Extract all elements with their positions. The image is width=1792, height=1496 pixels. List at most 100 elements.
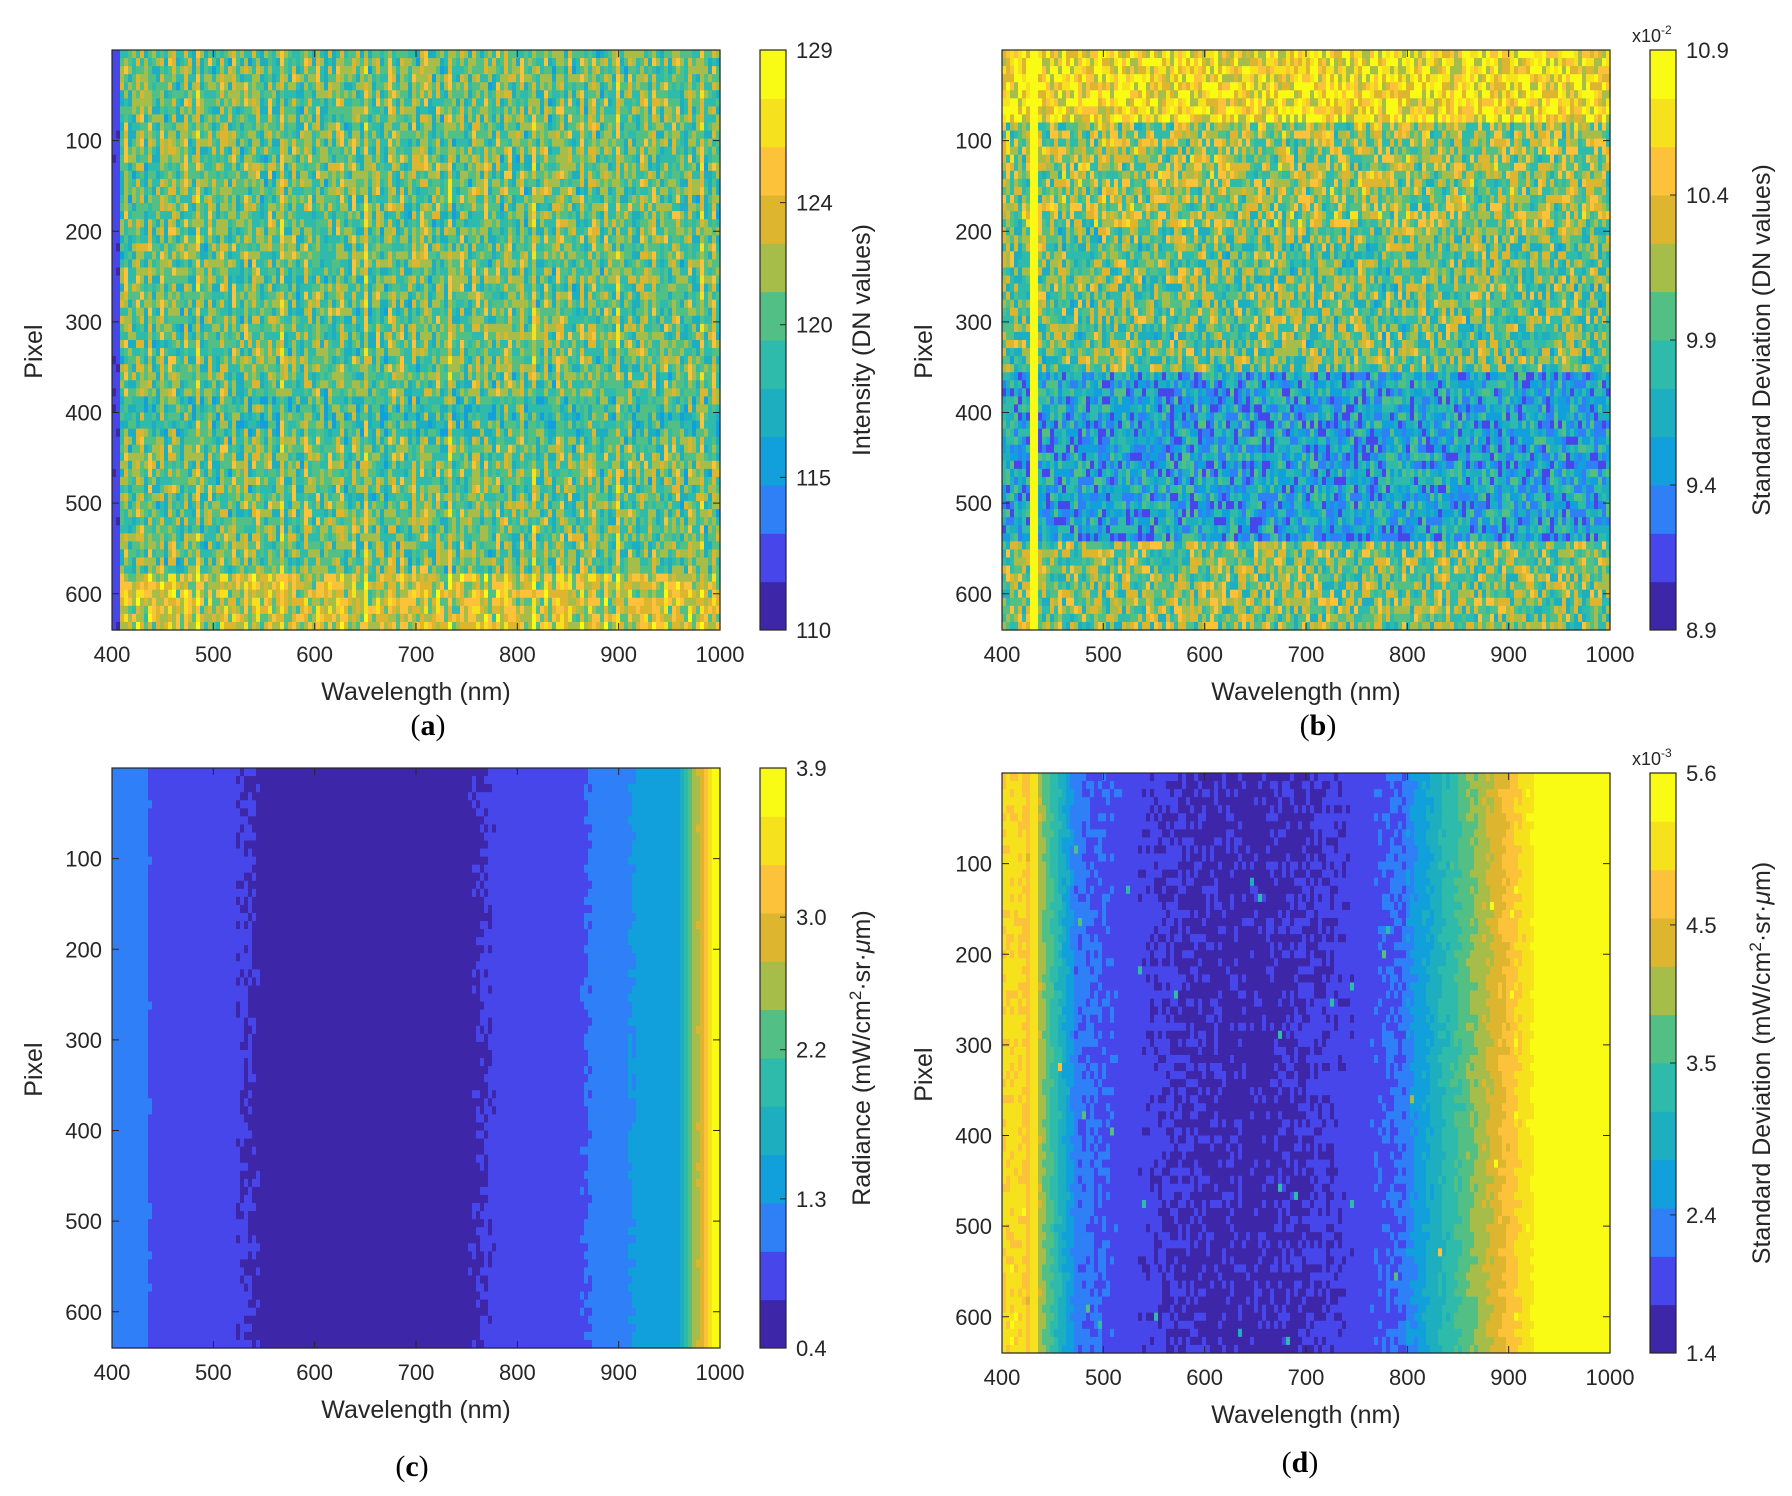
heatmap-cell	[688, 155, 693, 164]
heatmap-cell	[184, 163, 189, 172]
heatmap-cell	[300, 114, 305, 123]
heatmap-cell	[492, 139, 497, 148]
heatmap-cell	[192, 90, 197, 99]
heatmap-cell	[544, 106, 549, 115]
heatmap-cell	[576, 114, 581, 123]
heatmap-cell	[624, 131, 629, 140]
heatmap-cell	[692, 66, 697, 75]
heatmap-cell	[672, 66, 677, 75]
heatmap-cell	[148, 155, 153, 164]
heatmap-cell	[320, 131, 325, 140]
heatmap-cell	[580, 163, 585, 172]
heatmap-cell	[480, 114, 485, 123]
heatmap-cell	[656, 139, 661, 148]
heatmap-cell	[672, 82, 677, 91]
heatmap-cell	[176, 171, 181, 180]
heatmap-cell	[456, 74, 461, 83]
heatmap-cell	[536, 82, 541, 91]
heatmap-cell	[540, 90, 545, 99]
heatmap-cell	[236, 82, 241, 91]
heatmap-cell	[636, 82, 641, 91]
heatmap-cell	[188, 50, 193, 59]
heatmap-cell	[604, 155, 609, 164]
heatmap-cell	[616, 123, 621, 132]
heatmap-cell	[500, 98, 505, 107]
heatmap-cell	[496, 139, 501, 148]
heatmap-cell	[684, 90, 689, 99]
heatmap-cell	[212, 106, 217, 115]
heatmap-cell	[712, 106, 717, 115]
heatmap-cell	[416, 66, 421, 75]
heatmap-cell	[612, 74, 617, 83]
heatmap-cell	[548, 131, 553, 140]
heatmap-cell	[264, 106, 269, 115]
heatmap-cell	[712, 66, 717, 75]
heatmap-cell	[500, 82, 505, 91]
heatmap-cell	[212, 82, 217, 91]
heatmap-cell	[520, 163, 525, 172]
heatmap-cell	[280, 90, 285, 99]
heatmap-cell	[516, 163, 521, 172]
heatmap-cell	[360, 147, 365, 156]
heatmap-cell	[596, 66, 601, 75]
heatmap-cell	[544, 114, 549, 123]
heatmap-cell	[228, 139, 233, 148]
heatmap-cell	[284, 139, 289, 148]
heatmap-cell	[612, 90, 617, 99]
heatmap-cell	[676, 163, 681, 172]
heatmap-cell	[368, 66, 373, 75]
heatmap-cell	[148, 147, 153, 156]
heatmap-cell	[564, 66, 569, 75]
heatmap-cell	[708, 163, 713, 172]
heatmap-cell	[480, 98, 485, 107]
heatmap-cell	[524, 50, 529, 59]
heatmap-cell	[420, 171, 425, 180]
heatmap-cell	[392, 58, 397, 67]
heatmap-cell	[564, 106, 569, 115]
heatmap-cell	[320, 66, 325, 75]
heatmap-cell	[444, 82, 449, 91]
heatmap-cell	[324, 163, 329, 172]
heatmap-cell	[412, 171, 417, 180]
heatmap-cell	[248, 163, 253, 172]
heatmap-cell	[672, 90, 677, 99]
heatmap-cell	[212, 74, 217, 83]
heatmap-cell	[700, 82, 705, 91]
heatmap-cell	[392, 171, 397, 180]
heatmap-cell	[612, 155, 617, 164]
heatmap-cell	[492, 82, 497, 91]
heatmap-cell	[188, 139, 193, 148]
heatmap-cell	[644, 82, 649, 91]
heatmap-cell	[160, 66, 165, 75]
heatmap-cell	[420, 66, 425, 75]
heatmap-cell	[452, 82, 457, 91]
heatmap-cell	[512, 139, 517, 148]
heatmap-cell	[656, 74, 661, 83]
heatmap-cell	[632, 147, 637, 156]
heatmap-cell	[144, 131, 149, 140]
heatmap-cell	[204, 58, 209, 67]
heatmap-cell	[312, 114, 317, 123]
heatmap-cell	[684, 74, 689, 83]
heatmap-cell	[612, 82, 617, 91]
heatmap-cell	[468, 106, 473, 115]
heatmap-cell	[164, 147, 169, 156]
heatmap-cell	[696, 114, 701, 123]
heatmap-cell	[336, 155, 341, 164]
heatmap-cell	[476, 90, 481, 99]
heatmap-cell	[500, 131, 505, 140]
heatmap-cell	[268, 114, 273, 123]
heatmap-cell	[564, 114, 569, 123]
heatmap-cell	[664, 66, 669, 75]
heatmap-cell	[152, 147, 157, 156]
heatmap-cell	[636, 163, 641, 172]
heatmap-cell	[428, 74, 433, 83]
heatmap-cell	[160, 123, 165, 132]
heatmap-cell	[200, 171, 205, 180]
heatmap-cell	[548, 58, 553, 67]
heatmap-cell	[472, 123, 477, 132]
heatmap-cell	[588, 98, 593, 107]
heatmap-cell	[652, 147, 657, 156]
heatmap-cell	[568, 123, 573, 132]
heatmap-cell	[452, 163, 457, 172]
